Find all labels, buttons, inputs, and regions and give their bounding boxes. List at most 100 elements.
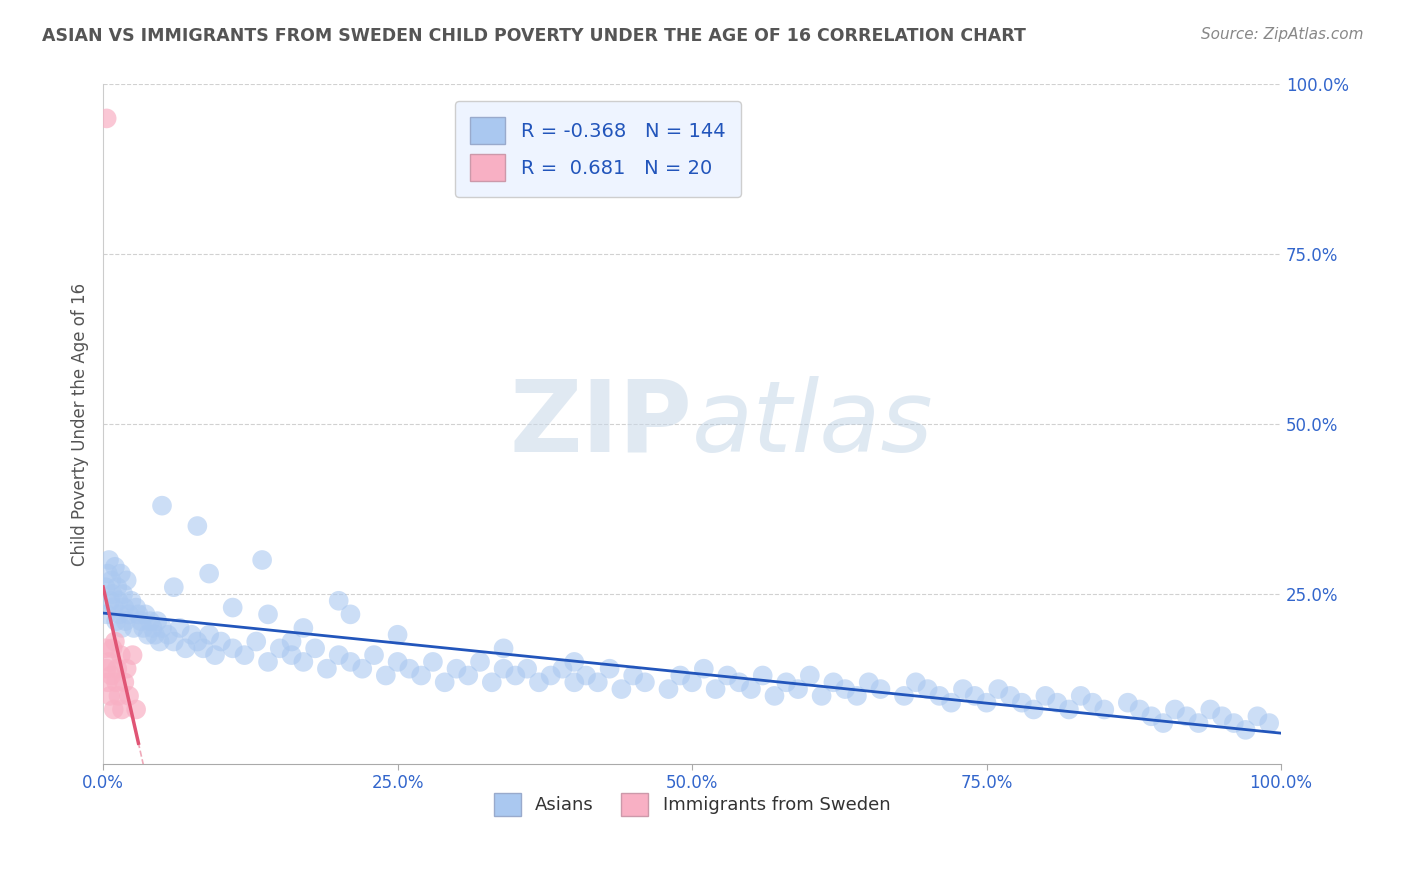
Point [174,641,197,656]
Point [492,641,515,656]
Point [111,621,134,635]
Point [845,689,868,703]
Point [1070,689,1092,703]
Point [121,648,143,662]
Point [823,675,845,690]
Point [105,580,128,594]
Point [740,682,762,697]
Point [551,662,574,676]
Point [339,607,361,622]
Point [98,553,121,567]
Point [97,675,120,690]
Point [163,634,186,648]
Point [97,566,120,581]
Point [387,628,409,642]
Point [1246,709,1268,723]
Point [963,689,986,703]
Point [1140,709,1163,723]
Point [94,580,117,594]
Point [186,519,208,533]
Point [143,628,166,642]
Point [657,682,679,697]
Y-axis label: Child Poverty Under the Age of 16: Child Poverty Under the Age of 16 [72,283,89,566]
Text: ASIAN VS IMMIGRANTS FROM SWEDEN CHILD POVERTY UNDER THE AGE OF 16 CORRELATION CH: ASIAN VS IMMIGRANTS FROM SWEDEN CHILD PO… [42,27,1026,45]
Point [527,675,550,690]
Point [135,607,157,622]
Point [787,682,810,697]
Point [104,559,127,574]
Point [100,668,122,682]
Point [118,689,141,703]
Point [492,662,515,676]
Point [304,641,326,656]
Point [280,648,302,662]
Point [101,641,124,656]
Point [110,566,132,581]
Point [250,553,273,567]
Point [1152,716,1174,731]
Point [112,587,135,601]
Point [150,499,173,513]
Point [621,668,644,682]
Point [928,689,950,703]
Point [107,594,129,608]
Point [468,655,491,669]
Point [952,682,974,697]
Point [129,614,152,628]
Point [505,668,527,682]
Point [114,614,136,628]
Point [446,662,468,676]
Point [998,689,1021,703]
Point [387,655,409,669]
Point [98,689,121,703]
Point [146,614,169,628]
Point [139,614,162,628]
Point [142,621,165,635]
Point [115,574,138,588]
Point [374,668,396,682]
Point [257,655,280,669]
Point [108,607,131,622]
Point [105,662,128,676]
Point [693,662,716,676]
Point [122,621,145,635]
Point [352,662,374,676]
Point [98,594,121,608]
Point [103,600,125,615]
Point [904,675,927,690]
Point [257,607,280,622]
Point [193,641,215,656]
Text: ZIP: ZIP [509,376,692,473]
Point [669,668,692,682]
Point [292,655,315,669]
Point [328,648,350,662]
Point [1164,702,1187,716]
Point [233,648,256,662]
Point [540,668,562,682]
Point [98,655,121,669]
Point [976,696,998,710]
Point [799,668,821,682]
Point [163,580,186,594]
Point [398,662,420,676]
Point [280,634,302,648]
Point [118,607,141,622]
Point [763,689,786,703]
Point [316,662,339,676]
Point [186,634,208,648]
Point [411,668,433,682]
Point [599,662,621,676]
Point [363,648,385,662]
Point [775,675,797,690]
Point [221,641,243,656]
Point [1011,696,1033,710]
Point [704,682,727,697]
Point [339,655,361,669]
Point [169,621,191,635]
Point [180,628,202,642]
Point [941,696,963,710]
Point [105,614,128,628]
Point [751,668,773,682]
Point [120,594,142,608]
Point [1129,702,1152,716]
